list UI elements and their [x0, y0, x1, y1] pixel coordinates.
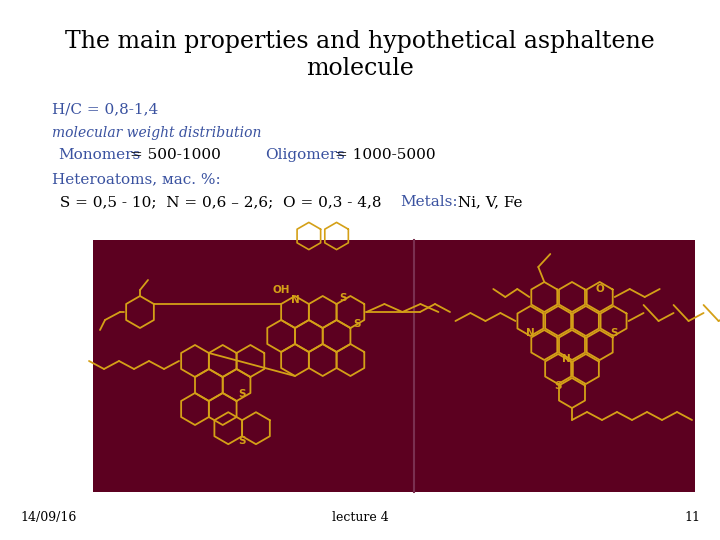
Text: H/C = 0,8-1,4: H/C = 0,8-1,4	[52, 102, 158, 116]
Text: O: O	[595, 285, 604, 294]
Text: S: S	[340, 293, 347, 302]
Text: Monomers: Monomers	[58, 148, 140, 162]
Text: Ni, V, Fe: Ni, V, Fe	[453, 195, 523, 209]
Text: S: S	[610, 328, 617, 338]
Text: lecture 4: lecture 4	[332, 511, 388, 524]
Text: S: S	[554, 381, 562, 391]
Text: S: S	[238, 389, 246, 399]
Text: = 1000-5000: = 1000-5000	[335, 148, 436, 162]
Text: 14/09/16: 14/09/16	[20, 511, 76, 524]
Text: S = 0,5 - 10;  N = 0,6 – 2,6;  O = 0,3 - 4,8: S = 0,5 - 10; N = 0,6 – 2,6; O = 0,3 - 4…	[55, 195, 382, 209]
Text: N: N	[291, 295, 300, 305]
Text: S: S	[238, 436, 246, 446]
Text: 11: 11	[684, 511, 700, 524]
Text: Metals:: Metals:	[400, 195, 458, 209]
Text: S: S	[354, 319, 361, 329]
Text: Oligomers: Oligomers	[265, 148, 345, 162]
Text: = 500-1000: = 500-1000	[130, 148, 221, 162]
Text: The main properties and hypothetical asphaltene
molecule: The main properties and hypothetical asp…	[65, 30, 655, 79]
Text: N: N	[526, 328, 535, 338]
Text: N: N	[562, 354, 571, 364]
Text: Heteroatoms, мас. %:: Heteroatoms, мас. %:	[52, 172, 221, 186]
Text: OH: OH	[272, 286, 290, 295]
Bar	[93, 240, 695, 492]
Text: molecular weight distribution: molecular weight distribution	[52, 126, 261, 140]
